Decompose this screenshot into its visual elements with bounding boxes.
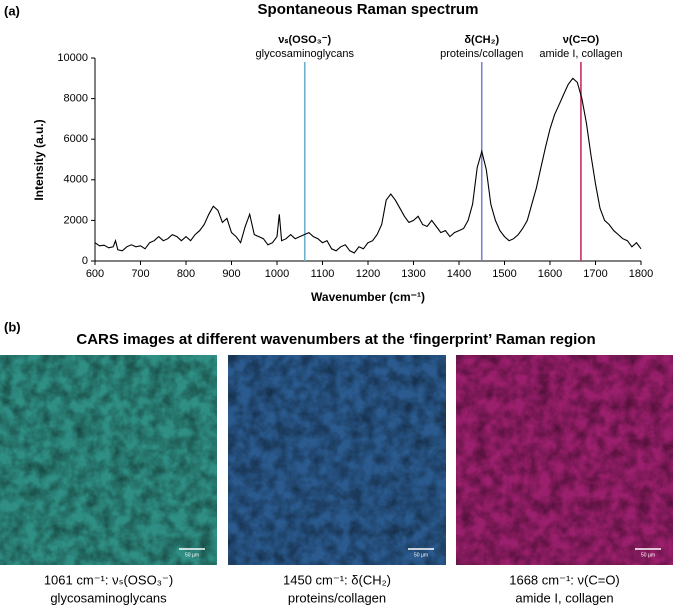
- panel-label: (a): [4, 3, 20, 18]
- cars-image: 50 µm: [228, 355, 446, 565]
- x-tick-label: 900: [222, 268, 240, 280]
- image-caption: 1061 cm⁻¹: νₛ(OSO₃⁻): [44, 572, 173, 587]
- y-tick-label: 2000: [64, 214, 88, 226]
- images-title: CARS images at different wavenumbers at …: [76, 331, 595, 348]
- x-tick-label: 600: [86, 268, 104, 280]
- x-tick-label: 1200: [356, 268, 380, 280]
- cars-image: 50 µm: [456, 355, 673, 565]
- image-subcaption: amide I, collagen: [515, 590, 613, 605]
- x-tick-label: 1400: [447, 268, 471, 280]
- panel-label: (b): [4, 319, 21, 334]
- image-texture: [228, 355, 446, 565]
- marker-label: ν(C=O): [563, 34, 600, 46]
- image-texture: [0, 355, 217, 565]
- marker-sublabel: amide I, collagen: [539, 48, 622, 60]
- x-tick-label: 1000: [265, 268, 289, 280]
- y-tick-label: 8000: [64, 93, 88, 105]
- spectrum-line: [94, 77, 642, 254]
- y-tick-label: 4000: [64, 174, 88, 186]
- x-tick-label: 1100: [311, 268, 335, 280]
- x-tick-label: 1500: [492, 268, 516, 280]
- marker-sublabel: glycosaminoglycans: [256, 48, 355, 60]
- image-subcaption: glycosaminoglycans: [50, 590, 167, 605]
- x-tick-label: 1300: [401, 268, 425, 280]
- x-tick-label: 700: [131, 268, 149, 280]
- marker-label: δ(CH₂): [464, 34, 499, 46]
- x-axis-label: Wavenumber (cm⁻¹): [311, 290, 425, 304]
- marker-sublabel: proteins/collagen: [440, 48, 523, 60]
- y-tick-label: 6000: [64, 133, 88, 145]
- y-tick-label: 10000: [57, 52, 88, 64]
- image-texture: [456, 355, 673, 565]
- x-tick-label: 800: [177, 268, 195, 280]
- x-tick-label: 1600: [538, 268, 562, 280]
- scale-bar-label: 50 µm: [185, 552, 199, 558]
- marker-label: νₛ(OSO₃⁻): [278, 34, 331, 46]
- scale-bar-label: 50 µm: [414, 552, 428, 558]
- scale-bar-label: 50 µm: [641, 552, 655, 558]
- x-tick-label: 1800: [629, 268, 653, 280]
- y-tick-label: 0: [82, 255, 88, 267]
- image-subcaption: proteins/collagen: [288, 590, 386, 605]
- y-axis-label: Intensity (a.u.): [32, 119, 46, 200]
- chart-title: Spontaneous Raman spectrum: [258, 1, 479, 18]
- image-caption: 1450 cm⁻¹: δ(CH₂): [283, 572, 391, 587]
- image-caption: 1668 cm⁻¹: ν(C=O): [509, 572, 620, 587]
- cars-image: 50 µm: [0, 355, 217, 565]
- x-tick-label: 1700: [583, 268, 607, 280]
